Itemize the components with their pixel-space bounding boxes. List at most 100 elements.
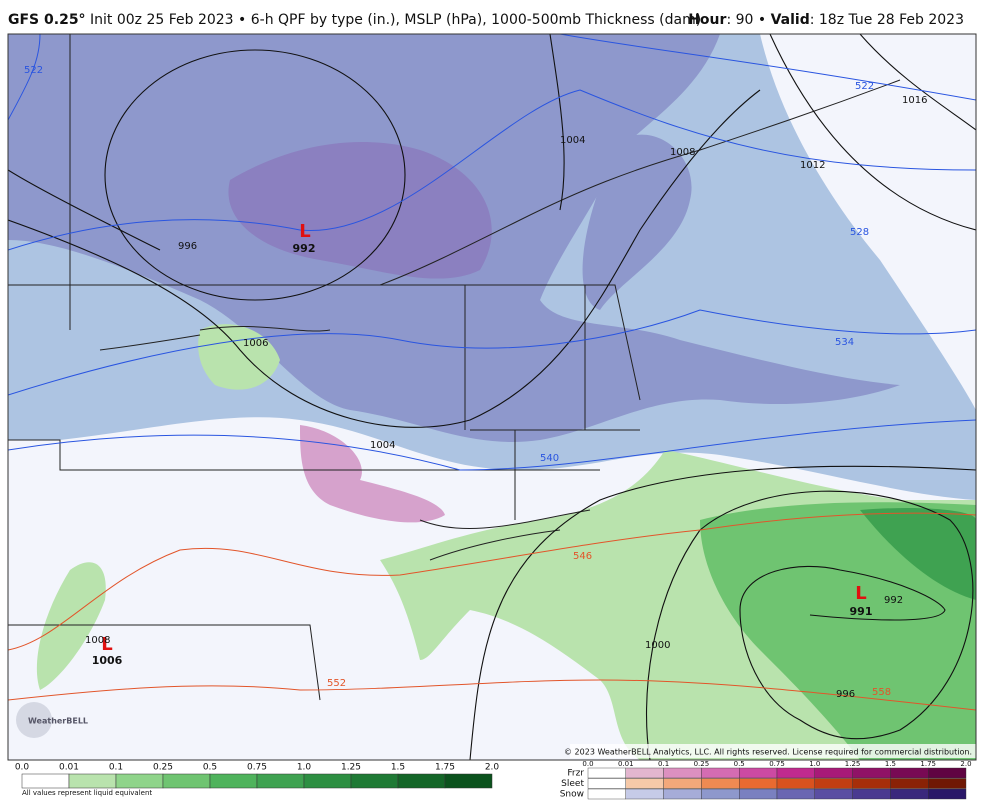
boundaries (8, 34, 901, 701)
type-swatch (852, 788, 891, 800)
type-swatch (814, 788, 853, 800)
type-tick-label: 2.0 (960, 760, 971, 768)
valid-value: : 18z Tue 28 Feb 2023 (810, 12, 964, 28)
type-tick-label: 1.25 (845, 760, 861, 768)
map-frame (7, 33, 977, 761)
type-swatch (739, 767, 778, 779)
type-tick-label: 0.25 (694, 760, 710, 768)
type-tick-label: 1.75 (920, 760, 936, 768)
type-swatch (663, 767, 702, 779)
type-swatch (890, 767, 929, 779)
type-tick-label: 0.01 (618, 760, 634, 768)
isobar-label: 996 (836, 689, 855, 700)
isobar-label: 1004 (370, 440, 395, 451)
low-pressure: 991 (850, 605, 873, 618)
qpf-tick-label: 1.75 (435, 763, 455, 773)
type-swatch (625, 788, 664, 800)
qpf-tick-label: 0.75 (247, 763, 267, 773)
type-tick-label: 1.0 (809, 760, 820, 768)
qpf-tick-label: 0.1 (109, 763, 123, 773)
type-tick-label: 1.5 (885, 760, 896, 768)
header-right: Hour: 90 • Valid: 18z Tue 28 Feb 2023 (688, 12, 964, 28)
type-swatch (625, 767, 664, 779)
isobar-label: 1008 (670, 147, 695, 158)
type-swatch (587, 767, 626, 779)
type-tick-label: 0.1 (658, 760, 669, 768)
qpf-tick-label: 2.0 (485, 763, 500, 773)
model-name: GFS 0.25° (8, 12, 86, 28)
type-swatch (890, 788, 929, 800)
type-swatch (814, 767, 853, 779)
isobar-label: 1000 (645, 640, 670, 651)
type-swatch (814, 778, 853, 789)
qpf-swatch (115, 773, 164, 789)
low-symbol: L (101, 634, 112, 655)
type-swatch (663, 788, 702, 800)
isobar-label: 1004 (560, 135, 585, 146)
precip-type-label: Frzr (567, 769, 584, 779)
qpf-swatch (397, 773, 446, 789)
legend-note: All values represent liquid equivalent (22, 789, 152, 797)
type-swatch (776, 788, 815, 800)
type-tick-label: 0.5 (734, 760, 745, 768)
type-swatch (625, 778, 664, 789)
type-swatch (701, 788, 740, 800)
logo-text: WeatherBELL (28, 717, 88, 726)
type-swatch (587, 778, 626, 789)
heavy-rain-area (860, 508, 976, 600)
precip-type-legend: 0.0 0.01 0.1 0.25 0.5 0.75 1.0 1.25 1.5 1.75 2.0 Fr… (560, 760, 972, 800)
type-tick-label: 0.0 (582, 760, 593, 768)
thickness-label: 522 (855, 81, 874, 92)
qpf-swatch (21, 773, 70, 789)
qpf-tick-label: 1.0 (297, 763, 312, 773)
copyright: © 2023 WeatherBELL Analytics, LLC. All r… (564, 748, 972, 757)
hour-value: : 90 • (726, 12, 770, 28)
qpf-swatch (444, 773, 493, 789)
qpf-swatch (303, 773, 352, 789)
thickness-label: 528 (850, 227, 869, 238)
type-swatch (663, 778, 702, 789)
low-pressure: 992 (293, 242, 316, 255)
isobar-label: 1012 (800, 160, 825, 171)
thickness-label: 558 (872, 687, 891, 698)
thickness-label: 534 (835, 337, 854, 348)
logo-icon (16, 702, 52, 738)
type-swatch (739, 788, 778, 800)
type-swatch (852, 767, 891, 779)
map: L 992 L 991 L 1006 996 1006 1004 1004 10… (7, 33, 977, 761)
isobar-label: 1008 (85, 635, 110, 646)
isobar-label: 1006 (243, 338, 268, 349)
hour-label: Hour (688, 12, 726, 28)
thickness-lines (8, 34, 976, 711)
low-pressure: 1006 (92, 654, 123, 667)
rain-area (700, 502, 976, 760)
thickness-label: 552 (327, 678, 346, 689)
qpf-swatch (256, 773, 305, 789)
type-swatch (928, 788, 967, 800)
qpf-tick-label: 0.5 (203, 763, 217, 773)
thickness-label: 540 (540, 453, 559, 464)
heavy-snow-area (228, 141, 492, 279)
thickness-label: 522 (24, 65, 43, 76)
qpf-swatch (68, 773, 117, 789)
type-tick-label: 0.75 (769, 760, 785, 768)
type-swatch (928, 778, 967, 789)
thickness-label: 546 (573, 551, 592, 562)
header-left: GFS 0.25° Init 00z 25 Feb 2023 • 6-h QPF… (8, 12, 701, 28)
type-swatch (890, 778, 929, 789)
type-swatch (776, 767, 815, 779)
type-swatch (739, 778, 778, 789)
isobar-label: 1016 (902, 95, 927, 106)
low-symbol: L (299, 221, 310, 242)
qpf-tick-label: 0.01 (59, 763, 79, 773)
qpf-tick-label: 1.5 (391, 763, 405, 773)
valid-label: Valid (771, 12, 810, 28)
low-symbol: L (855, 583, 866, 604)
qpf-tick-label: 0.25 (153, 763, 173, 773)
qpf-swatch (162, 773, 211, 789)
isobars (8, 34, 976, 760)
precip-type-label: Snow (560, 790, 584, 800)
qpf-tick-label: 1.25 (341, 763, 361, 773)
isobar-label: 992 (884, 595, 903, 606)
